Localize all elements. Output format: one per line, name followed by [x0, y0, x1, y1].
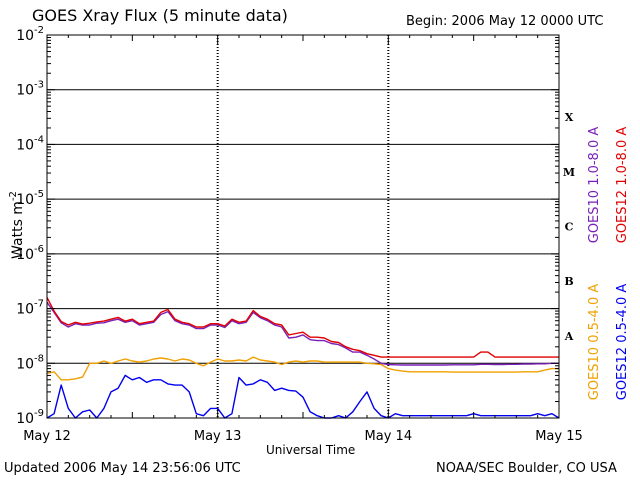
- y-tick-label: 10-2: [16, 25, 44, 44]
- flare-class-A: A: [564, 330, 574, 343]
- flare-class-labels: A B C M X: [563, 111, 575, 343]
- chart-title: GOES Xray Flux (5 minute data): [32, 6, 288, 25]
- x-axis-label: Universal Time: [266, 443, 356, 457]
- x-tick-labels: May 12 May 13 May 14 May 15: [23, 429, 583, 444]
- legend: GOES10 1.0-8.0 A GOES12 1.0-8.0 A GOES10 0…: [587, 127, 630, 401]
- y-axis-label: Watts m-2: [8, 191, 26, 259]
- series-line-goes10-1-0-8-0-a: [46, 301, 559, 366]
- updated-timestamp: Updated 2006 May 14 23:56:06 UTC: [4, 461, 241, 476]
- x-tick-label: May 15: [535, 429, 583, 444]
- series-group: [46, 297, 560, 419]
- x-tick-label: May 13: [194, 429, 242, 444]
- series-line-goes12-0-5-4-0-a: [46, 374, 560, 419]
- plot-frame: [46, 34, 560, 419]
- x-tick-label: May 12: [23, 429, 71, 444]
- y-tick-label: 10-4: [16, 134, 44, 153]
- legend-entry: GOES10 0.5-4.0 A: [587, 284, 602, 401]
- y-tick-label: 10-5: [16, 189, 44, 208]
- flare-class-C: C: [565, 221, 574, 234]
- flare-class-M: M: [563, 166, 575, 179]
- flare-class-X: X: [565, 111, 574, 124]
- grid: [47, 35, 559, 418]
- axes: [46, 34, 560, 419]
- y-axis-title: Watts m-2: [8, 191, 26, 259]
- y-tick-labels: 10-9 10-8 10-7 10-6 10-5 10-4 10-3 10-2: [16, 25, 44, 427]
- y-tick-label: 10-8: [16, 353, 44, 372]
- begin-time: Begin: 2006 May 12 0000 UTC: [406, 14, 604, 29]
- y-tick-label: 10-3: [16, 80, 44, 99]
- y-tick-label: 10-9: [16, 408, 44, 427]
- legend-entry: GOES12 1.0-8.0 A: [615, 127, 630, 244]
- y-tick-label: 10-6: [16, 244, 44, 263]
- legend-entry: GOES12 0.5-4.0 A: [615, 284, 630, 401]
- x-tick-label: May 14: [365, 429, 413, 444]
- series-line-goes12-1-0-8-0-a: [46, 297, 559, 358]
- flare-class-B: B: [564, 275, 573, 288]
- series-line-goes10-0-5-4-0-a: [46, 356, 559, 381]
- credit-text: NOAA/SEC Boulder, CO USA: [436, 461, 617, 476]
- legend-entry: GOES10 1.0-8.0 A: [587, 127, 602, 244]
- y-tick-label: 10-7: [16, 299, 44, 318]
